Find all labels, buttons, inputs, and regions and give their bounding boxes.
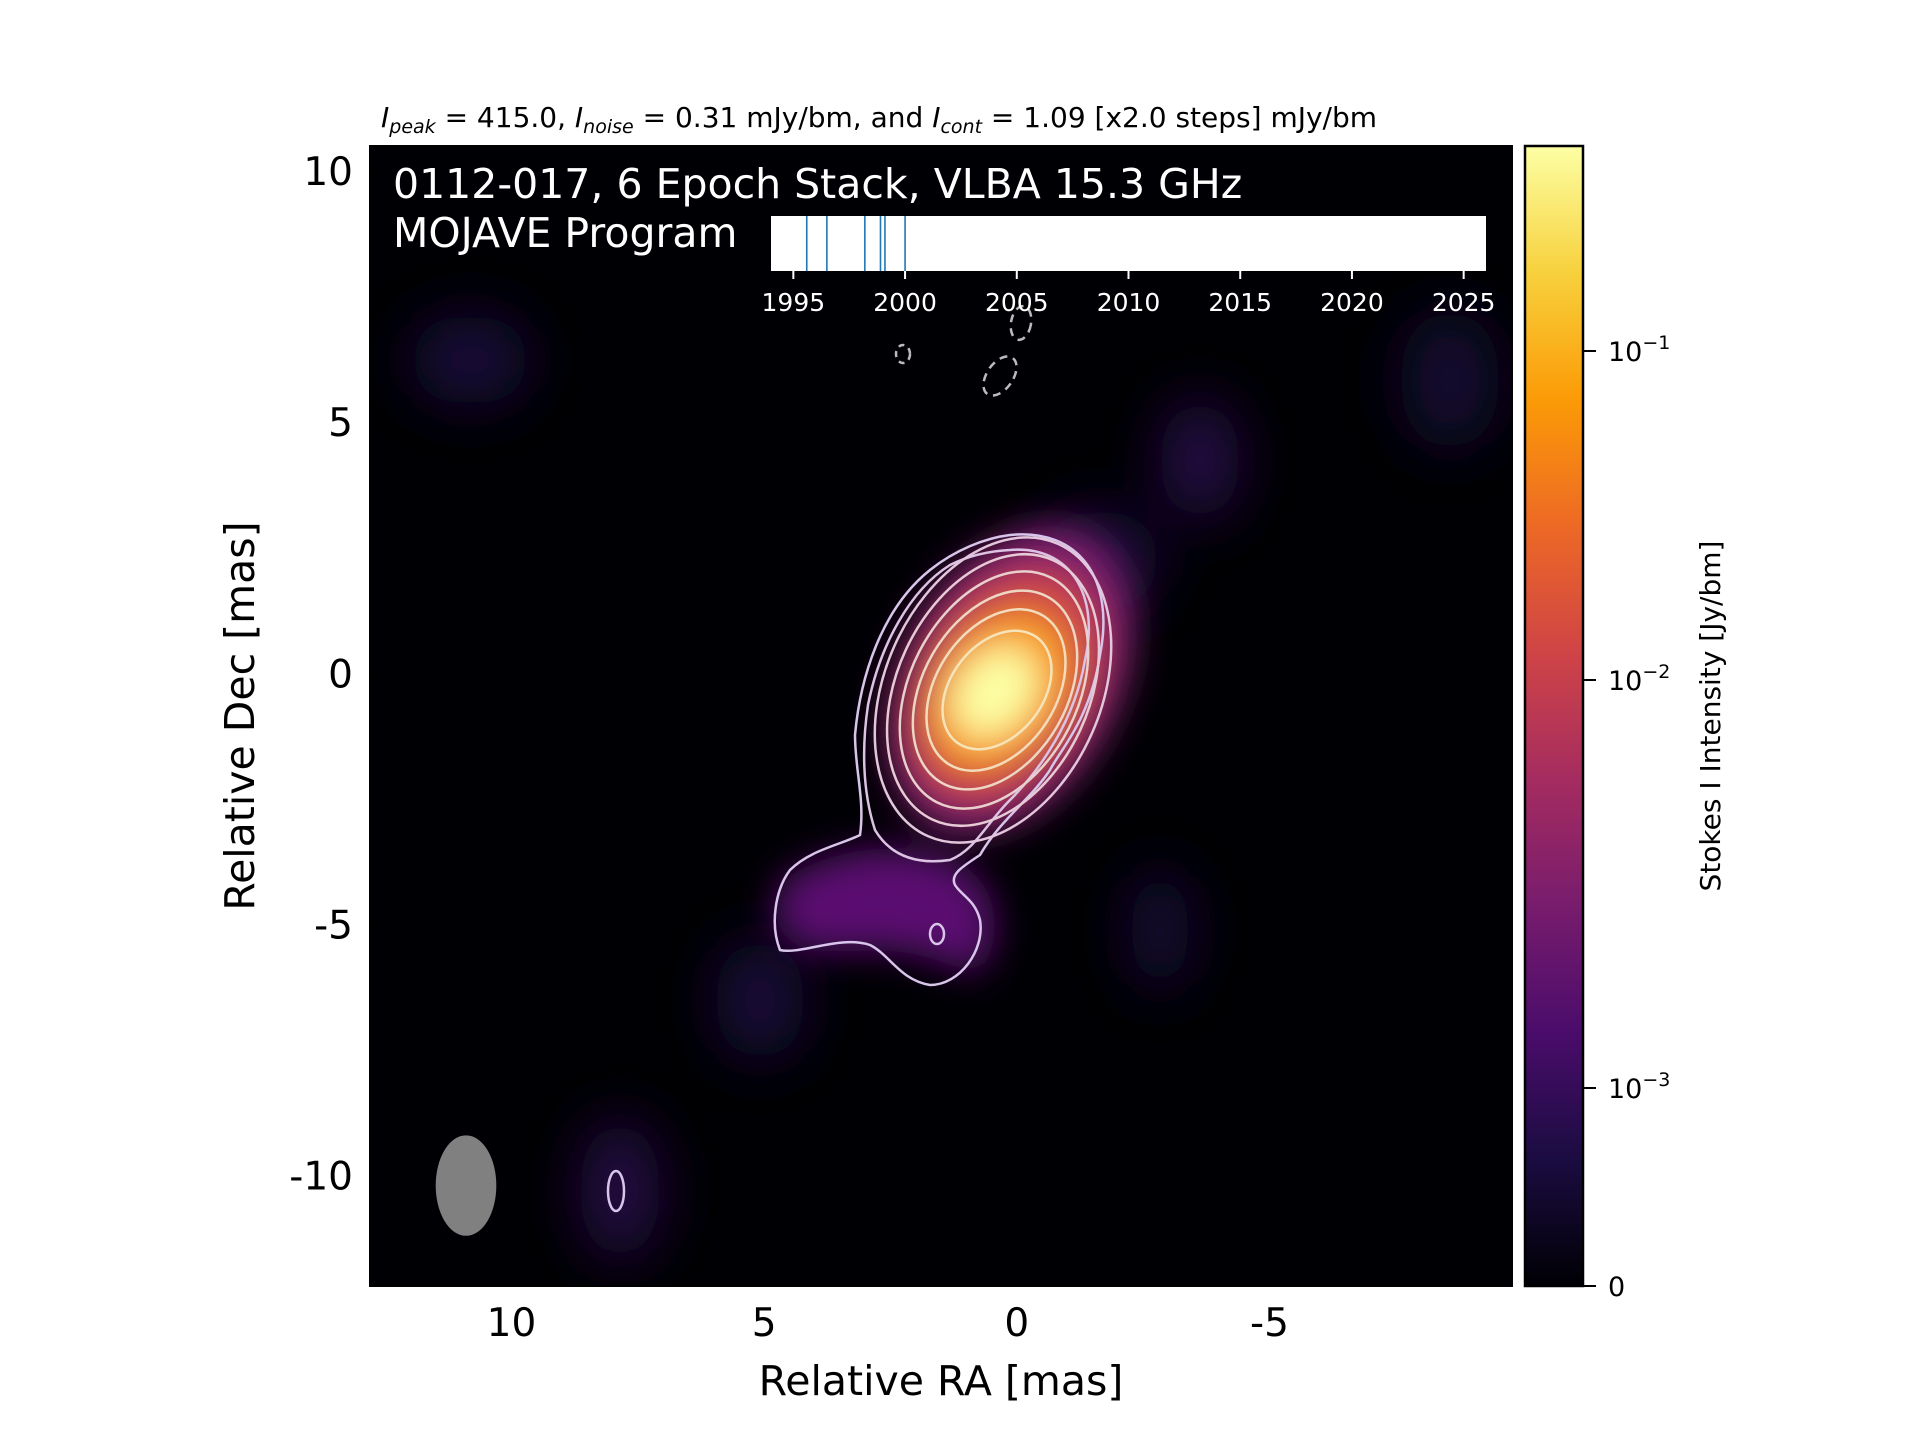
i-cont-sub: cont: [940, 116, 983, 138]
core-peak: [951, 646, 1039, 738]
colorbar-tick-base: 10: [1608, 1074, 1642, 1105]
timeline-tick-label: 2020: [1320, 288, 1384, 317]
colorbar-tick-label: 10−1: [1608, 332, 1670, 368]
colorbar-tick-base: 10: [1608, 666, 1642, 697]
y-tick-label: 0: [328, 652, 353, 697]
colorbar-frame: [1523, 144, 1585, 1288]
colorbar: 10−110−210−30 Stokes I Intensity [Jy/bm]: [1523, 144, 1727, 1303]
contour-small-south: [606, 1169, 626, 1213]
i-noise-value: = 0.31 mJy/bm, and: [634, 101, 932, 134]
map-title-line1: 0112-017, 6 Epoch Stack, VLBA 15.3 GHz: [393, 160, 1242, 208]
timeline-ticks: 1995 2000 2005 2010 2015 2020 2025: [762, 271, 1496, 317]
y-tick-label: 10: [303, 150, 353, 195]
x-tick-label: 5: [752, 1301, 777, 1346]
epoch-timeline: 1995 2000 2005 2010 2015 2020 2025: [762, 216, 1496, 317]
i-cont-value: = 1.09 [x2.0 steps] mJy/bm: [982, 101, 1377, 134]
faint-blob: [715, 940, 805, 1060]
timeline-tick-label: 2005: [985, 288, 1049, 317]
contour-level-4: [885, 552, 1101, 828]
timeline-tick-label: 2010: [1097, 288, 1161, 317]
colorbar-tick-label: 10−2: [1608, 661, 1670, 697]
timeline-tick-label: 2015: [1208, 288, 1272, 317]
faint-blob: [1130, 870, 1190, 990]
y-tick-label: 5: [328, 401, 353, 446]
y-tick-label: -10: [289, 1155, 353, 1200]
i-cont-label: I: [932, 101, 940, 134]
contour-level-2: [862, 548, 1090, 863]
timeline-tick-label: 2000: [873, 288, 937, 317]
contours: [606, 304, 1113, 1213]
y-tick-label: -5: [314, 903, 353, 948]
colorbar-tick-base: 0: [1608, 1272, 1625, 1303]
contour-level-8: [941, 629, 1053, 751]
colorbar-tick-base: 10: [1608, 337, 1642, 368]
faint-blob: [1160, 400, 1240, 520]
i-peak-sub: peak: [388, 116, 436, 138]
colorbar-ticks: 10−110−210−30: [1583, 332, 1670, 1303]
x-tick-label: -5: [1250, 1301, 1289, 1346]
colorbar-tick-exponent: −3: [1642, 1069, 1670, 1091]
contour-level-5: [898, 570, 1090, 810]
plot-frame: [369, 145, 1513, 1287]
i-peak-value: = 415.0,: [436, 101, 575, 134]
x-tick-label: 0: [1004, 1301, 1029, 1346]
contour-level-3: [873, 536, 1113, 844]
i-noise-sub: noise: [583, 116, 634, 138]
i-noise-label: I: [575, 101, 583, 134]
faint-blob: [410, 315, 530, 405]
intensity-map: 0112-017, 6 Epoch Stack, VLBA 15.3 GHz M…: [370, 146, 1512, 1286]
source-emission: [774, 525, 1135, 973]
timeline-epochs: [805, 216, 906, 271]
beam-ellipse: [435, 1135, 497, 1236]
colorbar-tick-label: 10−3: [1608, 1069, 1670, 1105]
timeline-box: [771, 216, 1486, 271]
x-tick-label: 10: [487, 1301, 537, 1346]
contour-small-knot: [928, 922, 946, 946]
contour-level-7: [925, 608, 1067, 772]
timeline-tick-label: 1995: [762, 288, 826, 317]
x-axis-ticks: 10 5 0 -5: [487, 1276, 1289, 1346]
colorbar-tick-exponent: −1: [1642, 332, 1670, 354]
contour-level-6: [911, 589, 1079, 791]
colorbar-tick-exponent: −2: [1642, 661, 1670, 683]
faint-blob: [1400, 310, 1500, 450]
timeline-tick-label: 2025: [1432, 288, 1496, 317]
header-stats: Ipeak = 415.0, Inoise = 0.31 mJy/bm, and…: [381, 101, 1377, 138]
colorbar-tick-label: 0: [1608, 1272, 1625, 1303]
i-peak-label: I: [381, 101, 389, 134]
map-title-line2: MOJAVE Program: [393, 209, 737, 257]
y-axis-label: Relative Dec [mas]: [216, 521, 264, 910]
x-axis-label: Relative RA [mas]: [759, 1357, 1124, 1405]
colorbar-fill: [1525, 146, 1583, 1286]
negative-contour: [1009, 304, 1033, 342]
negative-contour: [894, 343, 912, 365]
jet-lobe: [774, 848, 995, 973]
faint-blob: [580, 1120, 660, 1260]
contour-level-1: [773, 533, 1105, 987]
colorbar-label: Stokes I Intensity [Jy/bm]: [1694, 541, 1727, 892]
y-axis-ticks: 10 5 0 -5 -10: [289, 150, 380, 1200]
